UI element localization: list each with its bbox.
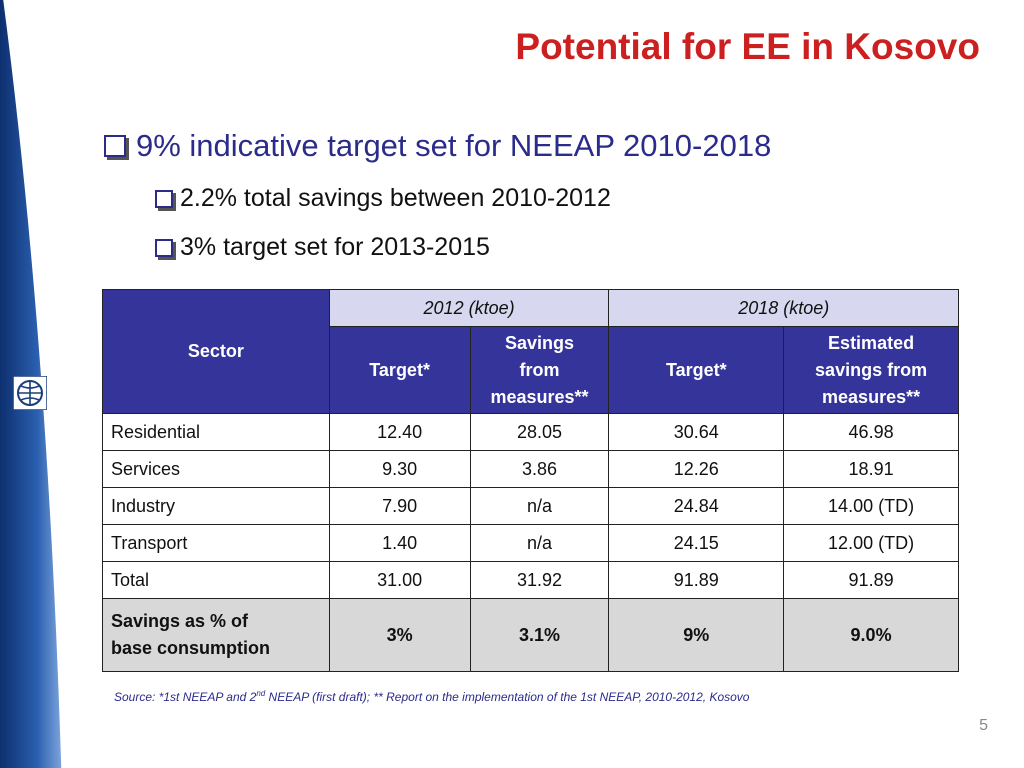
summary-label-cell: Savings as % of base consumption bbox=[102, 598, 330, 672]
target-2012-cell: 9.30 bbox=[328, 450, 471, 488]
slide-title: Potential for EE in Kosovo bbox=[515, 26, 980, 67]
source-suffix: NEEAP (first draft); ** Report on the im… bbox=[265, 690, 750, 704]
ee-targets-table: Sector 2012 (ktoe) 2018 (ktoe) Target* S… bbox=[102, 289, 959, 672]
header-2012: 2012 (ktoe) bbox=[328, 289, 610, 327]
sector-cell: Total bbox=[102, 561, 330, 599]
bullet-sub-2: 3% target set for 2013-2015 bbox=[155, 233, 490, 262]
savings-2012-cell: 28.05 bbox=[469, 413, 610, 451]
summary-row: Savings as % of base consumption 3% 3.1%… bbox=[102, 598, 959, 672]
savings-2012-cell: n/a bbox=[469, 524, 610, 562]
target-2012-cell: 1.40 bbox=[328, 524, 471, 562]
world-bank-logo bbox=[13, 376, 47, 410]
bullet-main: 9% indicative target set for NEEAP 2010-… bbox=[104, 128, 771, 164]
target-2012-cell: 12.40 bbox=[328, 413, 471, 451]
table-row: Residential 12.40 28.05 30.64 46.98 bbox=[102, 413, 959, 451]
header-2012-target: Target* bbox=[328, 326, 471, 414]
target-2018-cell: 30.64 bbox=[608, 413, 785, 451]
savings-2012-cell: 31.92 bbox=[469, 561, 610, 599]
savings-2018-cell: 12.00 (TD) bbox=[783, 524, 959, 562]
summary-label-line1: Savings as % of bbox=[111, 611, 249, 631]
table-row: Transport 1.40 n/a 24.15 12.00 (TD) bbox=[102, 524, 959, 562]
target-2018-cell: 12.26 bbox=[608, 450, 785, 488]
header-2018-target: Target* bbox=[608, 326, 785, 414]
savings-2012-cell: n/a bbox=[469, 487, 610, 525]
summary-target-2018-cell: 9% bbox=[608, 598, 785, 672]
table-row: Total 31.00 31.92 91.89 91.89 bbox=[102, 561, 959, 599]
savings-2018-cell: 18.91 bbox=[783, 450, 959, 488]
target-2012-cell: 7.90 bbox=[328, 487, 471, 525]
header-2012-savings-line3: measures** bbox=[490, 386, 589, 407]
square-bullet-icon bbox=[104, 135, 126, 157]
target-2018-cell: 91.89 bbox=[608, 561, 785, 599]
sector-cell: Industry bbox=[102, 487, 330, 525]
summary-savings-2012-cell: 3.1% bbox=[469, 598, 610, 672]
sector-cell: Transport bbox=[102, 524, 330, 562]
source-prefix: Source: *1st NEEAP and 2 bbox=[114, 690, 257, 704]
header-2012-savings-line1: Savings bbox=[504, 332, 574, 353]
source-superscript: nd bbox=[256, 689, 266, 698]
header-2012-savings-line2: from bbox=[519, 359, 560, 380]
header-2018-savings-line3: measures** bbox=[822, 386, 921, 407]
savings-2018-cell: 14.00 (TD) bbox=[783, 487, 959, 525]
savings-2018-cell: 46.98 bbox=[783, 413, 959, 451]
sector-cell: Residential bbox=[102, 413, 330, 451]
target-2018-cell: 24.84 bbox=[608, 487, 785, 525]
table-row: Services 9.30 3.86 12.26 18.91 bbox=[102, 450, 959, 488]
header-2018-savings: Estimated savings from measures** bbox=[783, 326, 959, 414]
summary-target-2012-cell: 3% bbox=[328, 598, 471, 672]
bullet-main-text: 9% indicative target set for NEEAP 2010-… bbox=[136, 128, 772, 163]
header-2018-savings-line2: savings from bbox=[815, 359, 928, 380]
target-2018-cell: 24.15 bbox=[608, 524, 785, 562]
header-2012-savings: Savings from measures** bbox=[469, 326, 610, 414]
savings-2012-cell: 3.86 bbox=[469, 450, 610, 488]
target-2012-cell: 31.00 bbox=[328, 561, 471, 599]
bullet-sub-2-text: 3% target set for 2013-2015 bbox=[180, 233, 490, 261]
square-bullet-icon bbox=[155, 189, 173, 208]
header-2018: 2018 (ktoe) bbox=[608, 289, 959, 327]
page-number: 5 bbox=[979, 717, 988, 734]
summary-savings-2018-cell: 9.0% bbox=[783, 598, 959, 672]
header-2018-savings-line1: Estimated bbox=[828, 332, 915, 353]
savings-2018-cell: 91.89 bbox=[783, 561, 959, 599]
bullet-sub-1-text: 2.2% total savings between 2010-2012 bbox=[180, 184, 611, 212]
source-note: Source: *1st NEEAP and 2nd NEEAP (first … bbox=[114, 689, 749, 704]
sector-cell: Services bbox=[102, 450, 330, 488]
square-bullet-icon bbox=[155, 238, 173, 257]
table-row: Industry 7.90 n/a 24.84 14.00 (TD) bbox=[102, 487, 959, 525]
bullet-sub-1: 2.2% total savings between 2010-2012 bbox=[155, 184, 611, 213]
summary-label-line2: base consumption bbox=[111, 638, 271, 658]
header-sector: Sector bbox=[102, 289, 330, 414]
